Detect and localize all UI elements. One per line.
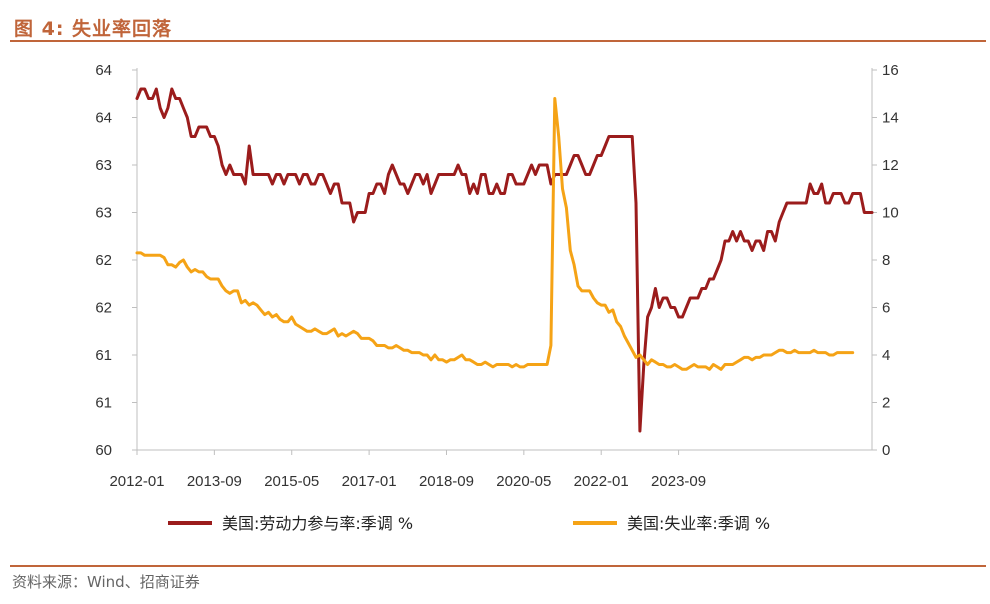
right-tick-label: 10 — [882, 205, 899, 222]
figure-title: 图 4: 失业率回落 — [14, 18, 173, 40]
left-tick-label: 60 — [95, 442, 112, 459]
left-tick-label: 63 — [95, 205, 112, 222]
series-line-unemployment — [135, 97, 855, 371]
x-tick-label: 2015-05 — [264, 473, 319, 490]
source-note: 资料来源：Wind、招商证券 — [12, 573, 200, 591]
x-tick-label: 2018-09 — [419, 473, 474, 490]
x-tick-label: 2020-05 — [496, 473, 551, 490]
x-tick-label: 2023-09 — [651, 473, 706, 490]
series-layer — [135, 87, 874, 433]
right-tick-label: 4 — [882, 347, 890, 364]
right-tick-label: 14 — [882, 110, 899, 127]
x-tick-label: 2022-01 — [574, 473, 629, 490]
x-tick-label: 2017-01 — [342, 473, 397, 490]
legend-label-unemployment: 美国:失业率:季调 % — [627, 514, 770, 533]
right-tick-label: 12 — [882, 157, 899, 174]
figure-header: 图 4: 失业率回落 — [10, 8, 986, 44]
series-line-participation — [135, 87, 874, 433]
top-rule — [10, 40, 986, 42]
legend: 美国:劳动力参与率:季调 % 美国:失业率:季调 % — [168, 514, 770, 533]
right-tick-label: 16 — [882, 62, 899, 79]
left-tick-label: 62 — [95, 300, 112, 317]
bottom-rule — [10, 565, 986, 567]
left-tick-label: 61 — [95, 347, 112, 364]
left-tick-label: 63 — [95, 157, 112, 174]
right-tick-label: 8 — [882, 252, 890, 269]
right-tick-label: 2 — [882, 395, 890, 412]
right-tick-label: 0 — [882, 442, 890, 459]
left-tick-label: 64 — [95, 62, 112, 79]
left-tick-label: 64 — [95, 110, 112, 127]
right-tick-label: 6 — [882, 300, 890, 317]
left-tick-label: 61 — [95, 395, 112, 412]
x-tick-label: 2012-01 — [109, 473, 164, 490]
x-tick-label: 2013-09 — [187, 473, 242, 490]
legend-label-participation: 美国:劳动力参与率:季调 % — [222, 514, 413, 533]
left-tick-label: 62 — [95, 252, 112, 269]
